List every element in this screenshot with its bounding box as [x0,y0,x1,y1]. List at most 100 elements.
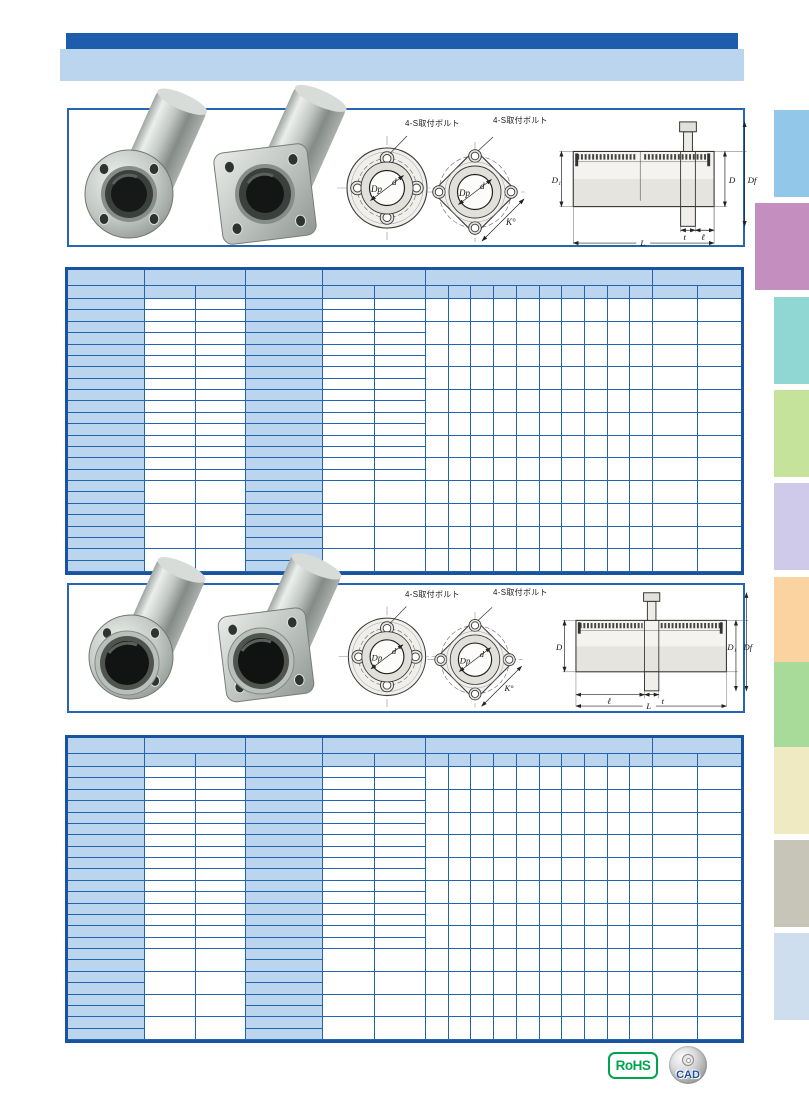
table-cell [471,412,494,436]
table-cell [539,1017,562,1040]
table-cell [145,401,195,413]
table-cell [630,858,653,881]
table-cell [426,270,652,286]
table-cell [539,926,562,949]
table-cell [246,270,322,286]
table-cell [374,789,425,802]
table-cell [68,492,144,504]
table-cell [426,390,448,413]
table-cell [145,823,195,836]
table-column-group [653,270,741,572]
table-column [539,286,563,572]
table-cell [697,435,741,459]
table-column [516,754,540,1040]
table-subcolumn-row [653,754,741,1040]
table-cell [494,789,516,813]
table-cell [195,835,245,847]
table-cell [653,321,697,345]
table-cell [448,835,471,858]
table-cell [323,424,374,436]
table-cell [323,835,374,847]
table-cell [516,789,539,813]
cad-download-icon[interactable]: CAD [669,1046,707,1084]
table-cell [584,412,607,436]
drawing-front-view-square-flange: Dp d K° [425,136,525,242]
table-cell [607,858,630,881]
table-cell [630,949,653,972]
table-cell [145,390,195,402]
table-cell [374,390,425,402]
product-panel-rear-flange: Dp d Dp d K° [67,84,758,248]
table-cell [323,321,374,334]
table-column [145,754,196,1040]
table-cell [539,367,562,390]
sidebar-tab-09[interactable] [774,840,809,927]
table-cell [584,812,607,836]
table-cell [426,858,448,881]
dim-label-k: K° [503,683,514,693]
table-cell [323,435,374,447]
table-cell [494,412,516,436]
table-cell [145,812,195,824]
table-cell [448,903,471,927]
sidebar-tab-04[interactable] [774,390,809,477]
table-cell [426,880,448,904]
table-cell [145,738,245,754]
table-cell [145,503,195,527]
sidebar-tab-08[interactable] [774,747,809,834]
table-cell [374,823,425,836]
table-cell [539,880,562,904]
table-cell [697,526,741,550]
sidebar-tab-10[interactable] [774,933,809,1020]
table-cell [145,367,195,379]
table-cell [607,903,630,927]
drawing-front-view-square-flange: Dp d K° [427,607,523,708]
sidebar-tab-03[interactable] [774,297,809,384]
table-cell [68,801,144,813]
table-cell [145,310,195,322]
table-cell [68,390,144,402]
table-cell [448,481,471,504]
table-column-group [68,270,145,572]
table-cell [374,949,425,972]
table-cell [246,310,322,322]
table-cell [68,401,144,413]
table-cell [374,778,425,790]
table-cell [539,286,562,299]
table-cell [68,880,144,893]
sidebar-tab-05[interactable] [774,483,809,570]
table-cell [630,344,653,368]
dim-label-ell: ℓ [607,696,611,706]
table-column-group [246,738,323,1040]
table-cell [374,892,425,904]
table-cell [323,789,374,802]
table-cell [607,503,630,527]
table-cell [195,869,245,881]
table-cell [374,926,425,938]
dim-label-D: D [728,175,736,185]
table-cell [145,880,195,893]
table-cell [562,903,584,927]
sidebar-tab-01[interactable] [774,110,809,197]
table-cell [653,270,741,286]
table-cell [246,344,322,356]
table-cell [516,435,539,459]
table-cell [516,754,539,767]
table-cell [697,286,741,299]
table-cell [145,926,195,938]
table-cell [145,299,195,311]
product-photo-round-flange-center [88,557,206,700]
sidebar-tab-06[interactable] [774,577,809,664]
table-cell [471,481,494,504]
sidebar-tab-07[interactable] [774,662,809,749]
table-cell [323,738,425,754]
table-subcolumn-row [653,286,741,572]
table-cell [246,424,322,436]
table-cell [145,801,195,813]
sidebar-tab-02[interactable] [755,203,809,290]
table-cell [145,333,195,345]
table-cell [607,390,630,413]
table-cell [562,926,584,949]
table-cell [562,481,584,504]
product-panel-center-flange: Dp d Dp d K° [67,553,754,713]
